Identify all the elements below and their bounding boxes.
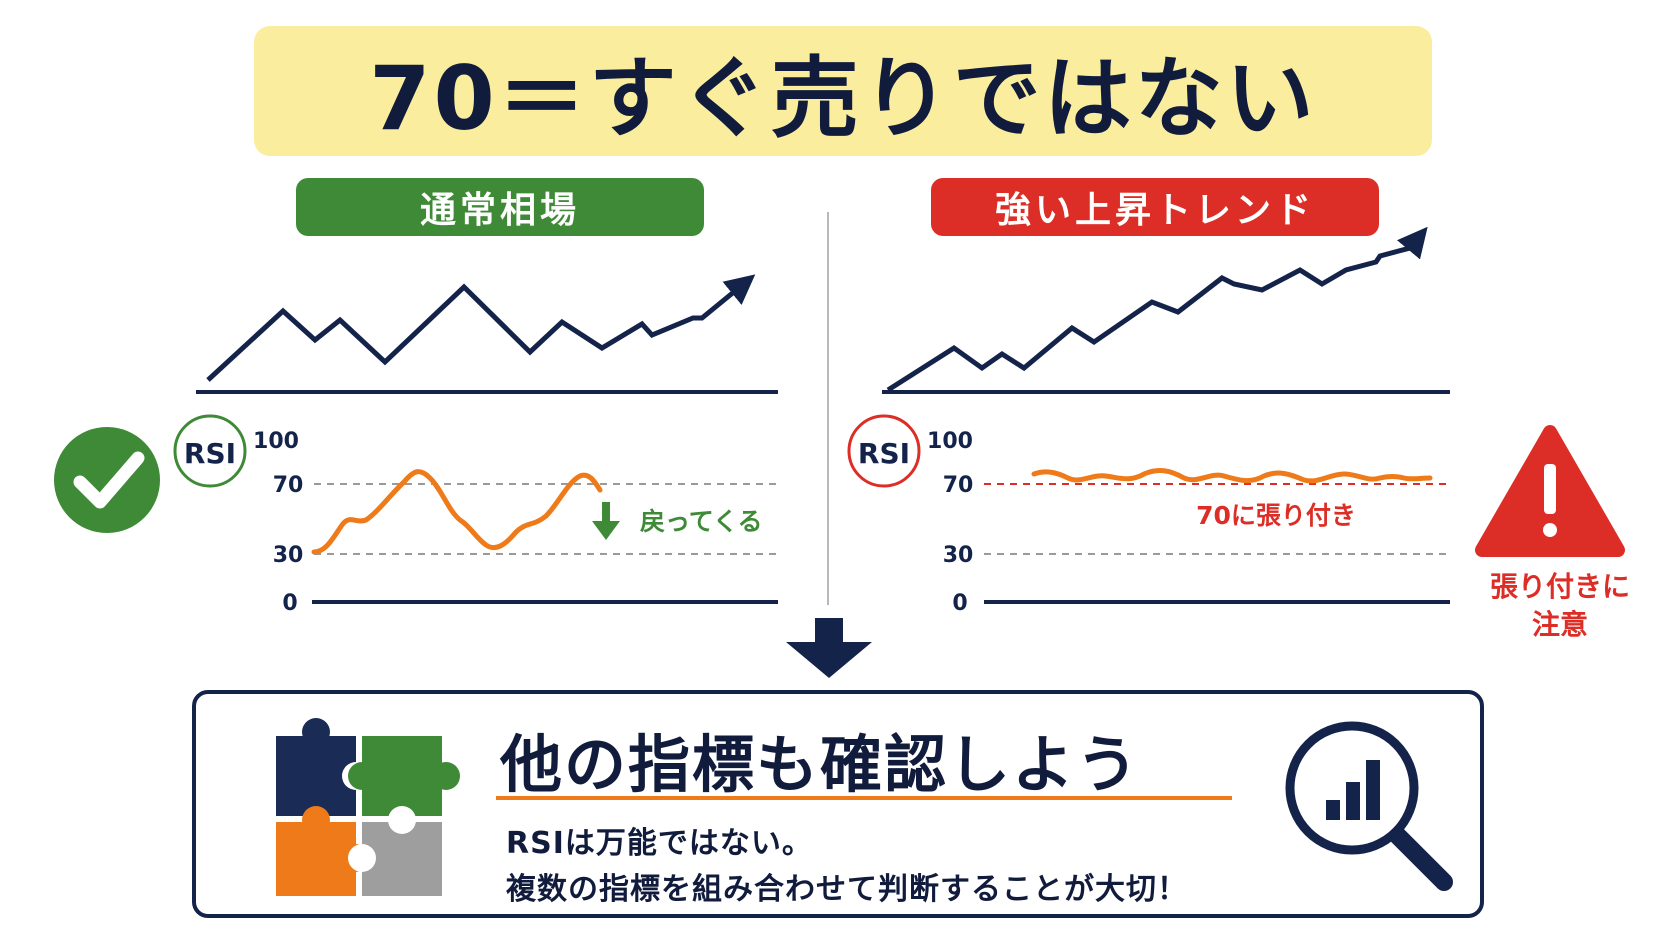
normal-market-label: 通常相場 xyxy=(296,178,704,236)
left-tick-30: 30 xyxy=(273,543,304,568)
right-rsi-badge xyxy=(847,414,921,488)
returns-annotation: 戻ってくる xyxy=(640,507,763,536)
right-price-line xyxy=(886,226,1428,393)
stuck-annotation: 70に張り付き xyxy=(1196,501,1356,530)
right-tick-70: 70 xyxy=(943,473,974,498)
right-tick-100: 100 xyxy=(927,429,973,454)
left-rsi-line xyxy=(311,469,603,555)
left-price-chart xyxy=(196,274,778,394)
left-tick-0: 0 xyxy=(282,591,297,616)
left-rsi-badge-text: RSI xyxy=(184,437,236,470)
advice-heading: 他の指標も確認しよう xyxy=(500,728,1141,801)
magnifier-chart-icon xyxy=(1285,721,1453,891)
advice-line-1: RSIは万能ではない。 xyxy=(506,826,813,861)
right-tick-0: 0 xyxy=(952,591,967,616)
transition-arrow-icon xyxy=(786,618,872,678)
warning-line1: 張り付きに xyxy=(1490,570,1630,603)
title-banner: 70＝すぐ売りではない xyxy=(254,26,1432,156)
page-title: 70＝すぐ売りではない xyxy=(369,46,1317,150)
left-tick-70: 70 xyxy=(273,473,304,498)
down-arrow-icon xyxy=(592,502,620,540)
left-price-line xyxy=(206,274,756,382)
right-price-chart xyxy=(882,226,1450,394)
warning-triangle-icon xyxy=(1475,425,1625,557)
right-rsi-chart: RSI 100 70 30 0 70に張り付き xyxy=(847,414,1450,616)
warning-line2: 注意 xyxy=(1532,608,1588,641)
advice-box xyxy=(192,690,1484,918)
check-circle-icon xyxy=(54,427,160,533)
right-rsi-badge-text: RSI xyxy=(858,437,910,470)
left-tick-100: 100 xyxy=(253,429,299,454)
right-tick-30: 30 xyxy=(943,543,974,568)
left-rsi-badge xyxy=(173,414,247,488)
puzzle-icon xyxy=(276,718,460,896)
advice-line-2: 複数の指標を組み合わせて判断することが大切！ xyxy=(506,872,1188,907)
right-rsi-line xyxy=(1031,468,1433,484)
strong-uptrend-label: 強い上昇トレンド xyxy=(931,178,1379,236)
left-rsi-chart: RSI 100 70 30 0 戻ってくる xyxy=(173,414,778,616)
advice-underline xyxy=(496,796,1232,800)
